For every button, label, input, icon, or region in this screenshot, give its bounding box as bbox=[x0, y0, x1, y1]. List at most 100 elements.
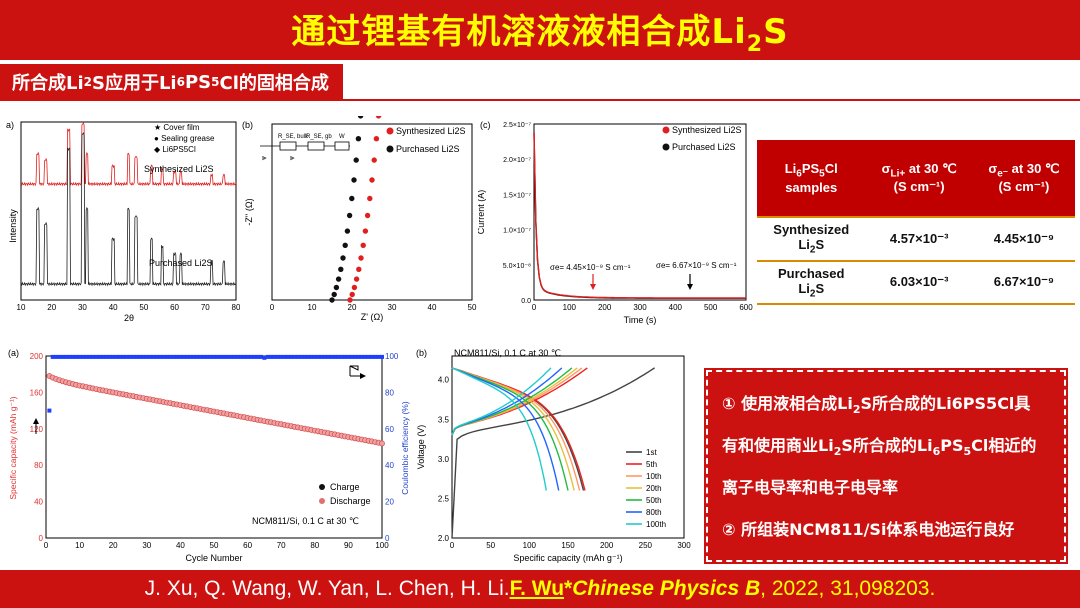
voltage-legend-label: 50th bbox=[646, 496, 662, 505]
ce-point bbox=[309, 354, 314, 359]
dc-ytick: 5.0×10⁻⁸ bbox=[503, 263, 531, 270]
voltage-xtick: 150 bbox=[561, 541, 575, 550]
table-cell-electronic: 6.67×10⁻⁹ bbox=[972, 260, 1075, 306]
voltage-xtick: 200 bbox=[600, 541, 614, 550]
xrd-legend-lpsc: ◆ Li6PS5Cl bbox=[154, 145, 196, 154]
ce-point bbox=[252, 354, 257, 359]
ce-point bbox=[47, 408, 52, 413]
xrd-xtick: 70 bbox=[201, 303, 210, 312]
charge-curve bbox=[451, 367, 655, 539]
xrd-label-purch: Purchased Li2S bbox=[149, 258, 213, 268]
eis-xtick: 30 bbox=[388, 303, 397, 312]
ce-arrow bbox=[349, 365, 359, 371]
conclusion-line-4: ② 所组装NCM811/Si体系电池运行良好 bbox=[722, 520, 1015, 540]
ce-point bbox=[60, 354, 65, 359]
ce-point bbox=[238, 354, 243, 359]
cycle-ytick-right: 80 bbox=[385, 388, 394, 397]
eis-point-purch bbox=[342, 242, 348, 248]
dc-annot-synth: σe= 4.45×10⁻⁹ S cm⁻¹ bbox=[550, 263, 631, 272]
cycle-xtick: 90 bbox=[344, 541, 353, 550]
conclusion-line-3: 离子电导率和电子电导率 bbox=[722, 478, 899, 498]
eis-point-synth bbox=[362, 228, 369, 234]
ce-point bbox=[376, 354, 381, 359]
eis-figure: (b) R_SE, bulk R_SE, gb W ⫸ ⫸ Synthesize… bbox=[240, 7, 480, 324]
ce-point bbox=[74, 354, 79, 359]
ce-point bbox=[296, 354, 300, 359]
ce-point bbox=[326, 354, 331, 359]
voltage-figure: (b) NCM811/Si, 0.1 C at 30 ℃ 2.5 3.0 3.5 4.… bbox=[414, 344, 696, 566]
eis-point-synth bbox=[369, 177, 375, 183]
ce-point bbox=[329, 354, 334, 359]
dc-legend-synth: Synthesized Li2S bbox=[672, 125, 742, 135]
table-header-electronic: σe⁻ at 30 ℃ (S cm⁻¹) bbox=[972, 140, 1075, 218]
ce-point bbox=[363, 354, 368, 359]
ce-point bbox=[306, 354, 311, 359]
ce-point bbox=[242, 354, 247, 359]
xrd-xtick: 10 bbox=[17, 303, 26, 312]
dc-ytick: 1.0×10⁻⁷ bbox=[503, 228, 531, 235]
eis-point-purch bbox=[355, 136, 362, 142]
voltage-xtick: 50 bbox=[486, 541, 495, 550]
cycle-legend-discharge: Discharge bbox=[330, 496, 371, 506]
dc-plot: (c) 0.0 5.0×10⁻⁸ 1.0×10⁻⁷ 1.5×10⁻⁷ 2.0×10⁻⁷ 2… bbox=[476, 120, 753, 325]
dc-curve-purch bbox=[533, 132, 746, 299]
cycle-xtick: 60 bbox=[243, 541, 252, 550]
ce-point bbox=[171, 354, 176, 359]
ce-point bbox=[228, 354, 233, 359]
ce-point bbox=[285, 354, 290, 359]
eis-legend-purch: Purchased Li2S bbox=[396, 144, 460, 154]
cycle-xtick: 20 bbox=[109, 541, 118, 550]
ce-point bbox=[380, 354, 384, 359]
ce-point bbox=[107, 354, 112, 359]
xrd-xtick: 40 bbox=[109, 303, 118, 312]
ce-point bbox=[366, 354, 371, 359]
ce-point bbox=[333, 354, 337, 359]
ce-point bbox=[104, 354, 109, 359]
ce-point bbox=[50, 354, 55, 359]
ce-point bbox=[94, 354, 99, 359]
voltage-panel-label: (b) bbox=[416, 348, 427, 358]
ce-point bbox=[316, 354, 321, 359]
voltage-ytick: 3.0 bbox=[438, 455, 450, 464]
eis-point-synth bbox=[353, 276, 360, 282]
ce-point bbox=[101, 354, 106, 359]
dc-xtick: 300 bbox=[633, 303, 647, 312]
eis-xtick: 40 bbox=[428, 303, 437, 312]
ce-point bbox=[134, 354, 139, 359]
ce-point bbox=[201, 354, 206, 359]
eis-point-purch bbox=[351, 177, 357, 183]
ce-point bbox=[77, 354, 82, 359]
voltage-ylabel: Voltage (V) bbox=[416, 425, 426, 470]
eis-xtick: 50 bbox=[468, 303, 477, 312]
citation-journal: Chinese Physics B bbox=[572, 577, 761, 600]
ce-point bbox=[369, 354, 374, 359]
citation-footer: J. Xu, Q. Wang, W. Yan, L. Chen, H. Li. … bbox=[0, 570, 1080, 608]
ce-point bbox=[185, 354, 190, 359]
ce-point bbox=[178, 354, 183, 359]
capacity-point bbox=[379, 440, 385, 447]
dc-curve-synth bbox=[533, 132, 746, 299]
ce-point bbox=[131, 354, 136, 359]
ce-point bbox=[111, 354, 116, 359]
voltage-legend-label: 20th bbox=[646, 484, 662, 493]
cycle-ytick-right: 40 bbox=[385, 461, 394, 470]
xrd-trace-purch bbox=[20, 132, 237, 287]
cycle-xtick: 50 bbox=[210, 541, 219, 550]
eis-point-synth bbox=[351, 284, 358, 291]
eis-point-synth bbox=[358, 255, 364, 261]
ce-point bbox=[346, 354, 351, 359]
cycle-ytick-right: 100 bbox=[385, 352, 399, 361]
table-header-ionic: σLi+ at 30 ℃ (S cm⁻¹) bbox=[865, 140, 973, 218]
cycle-xtick: 40 bbox=[176, 541, 185, 550]
eis-xlabel: Z' (Ω) bbox=[361, 312, 383, 322]
voltage-legend-label: 80th bbox=[646, 508, 662, 517]
ce-point bbox=[54, 354, 59, 359]
title-banner: 通过锂基有机溶液液相合成Li2S bbox=[0, 0, 1080, 60]
ce-point bbox=[299, 354, 304, 359]
dc-xtick: 200 bbox=[598, 303, 612, 312]
table-cell-electronic: 4.45×10⁻⁹ bbox=[972, 217, 1075, 262]
ce-point bbox=[255, 354, 260, 359]
ce-point bbox=[114, 354, 119, 359]
eis-point-synth bbox=[367, 195, 373, 202]
table-row: Synthesized Li2S 4.57×10⁻³ 4.45×10⁻⁹ bbox=[757, 217, 1075, 262]
